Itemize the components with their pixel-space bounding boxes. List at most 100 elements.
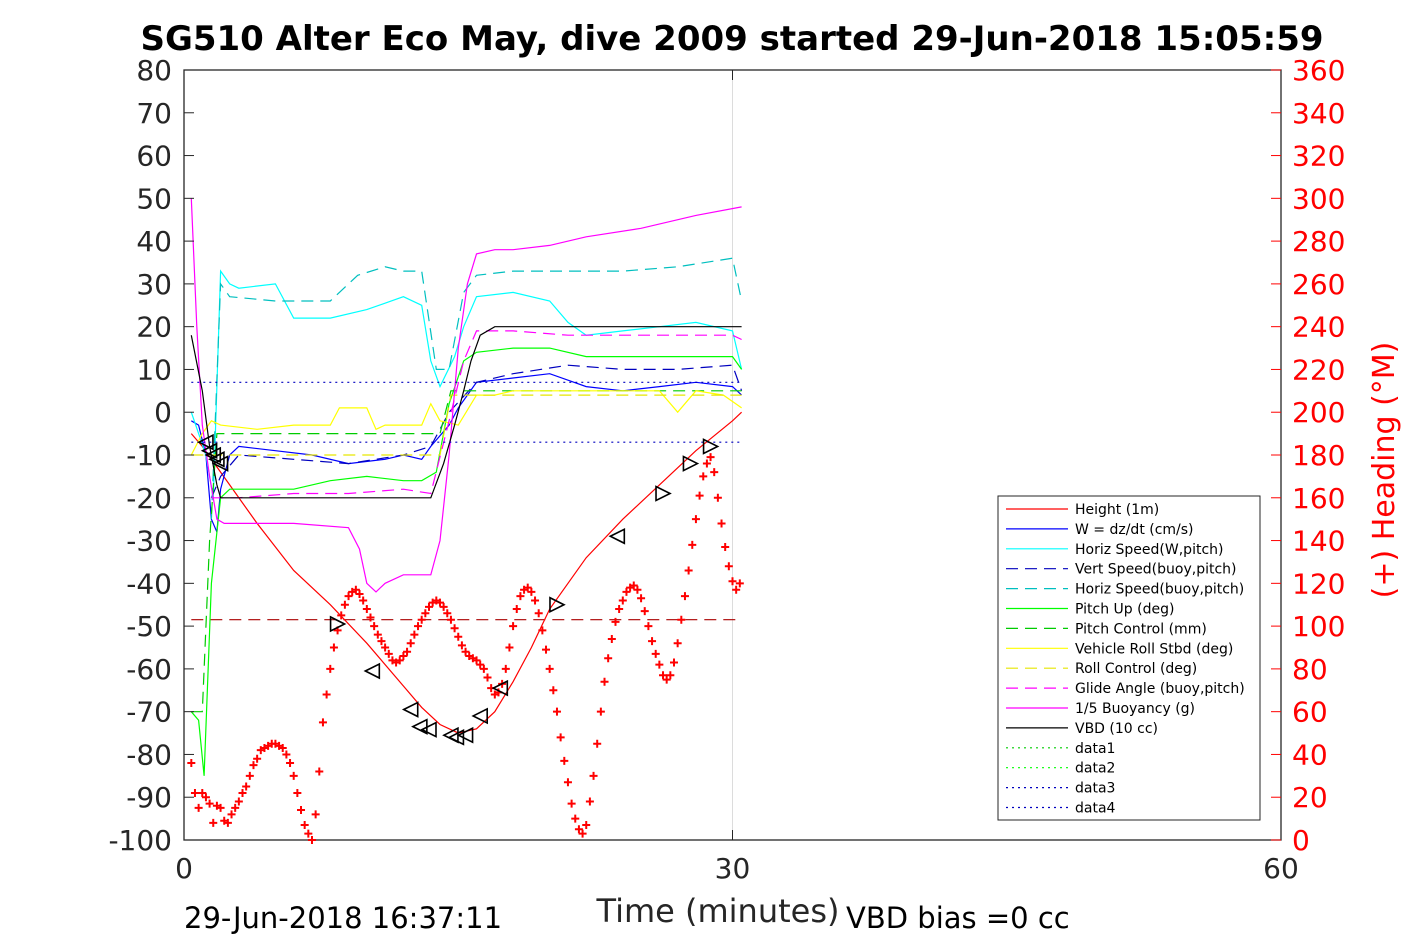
heading-point [278, 744, 287, 753]
x-tick-label: 30 [715, 852, 751, 885]
heading-point [201, 793, 210, 802]
heading-point [253, 754, 262, 763]
heading-point [563, 778, 572, 787]
y-right-tick-label: 60 [1292, 696, 1328, 729]
heading-point [618, 596, 627, 605]
heading-point [483, 673, 492, 682]
y-tick-label: 80 [136, 54, 172, 87]
heading-point [691, 515, 700, 524]
y-tick-label: -100 [108, 824, 172, 857]
series-line-pitch-control-mm [191, 390, 742, 713]
heading-point [596, 707, 605, 716]
heading-point [585, 797, 594, 806]
y-tick-label: 30 [136, 268, 172, 301]
series-layer [190, 198, 743, 776]
legend-entry-height-1m: Height (1m) [1075, 502, 1159, 518]
y-tick-label: 40 [136, 225, 172, 258]
legend-entry-w-dz-dt-cm-s: W = dz/dt (cm/s) [1075, 522, 1194, 538]
heading-point [589, 771, 598, 780]
heading-point [578, 829, 587, 838]
heading-point [633, 585, 642, 594]
y-right-tick-label: 20 [1292, 781, 1328, 814]
y-right-tick-label: 100 [1292, 610, 1345, 643]
heading-point [552, 707, 561, 716]
heading-point [414, 622, 423, 631]
heading-point [198, 788, 207, 797]
heading-point [695, 491, 704, 500]
chart-title: SG510 Alter Eco May, dive 2009 started 2… [140, 19, 1323, 59]
heading-point [651, 649, 660, 658]
heading-point [424, 602, 433, 611]
triangle-marker [211, 455, 229, 472]
heading-point [282, 750, 291, 759]
heading-point [446, 615, 455, 624]
heading-point [311, 810, 320, 819]
marker-layer [197, 433, 720, 746]
legend-entry-vert-speed-buoy-pitch: Vert Speed(buoy,pitch) [1075, 562, 1237, 578]
heading-point [435, 598, 444, 607]
heading-point [677, 615, 686, 624]
legend-entry-pitch-up-deg: Pitch Up (deg) [1075, 602, 1174, 618]
footer-vbd-bias: VBD bias =0 cc [846, 901, 1070, 935]
heading-point [300, 821, 309, 830]
heading-point [560, 756, 569, 765]
y-tick-label: -60 [126, 653, 172, 686]
heading-point [293, 788, 302, 797]
y-tick-label: 20 [136, 311, 172, 344]
heading-point [735, 579, 744, 588]
legend-entry-data2: data2 [1075, 761, 1115, 777]
heading-point [403, 647, 412, 656]
y-tick-label: 10 [136, 353, 172, 386]
heading-point [231, 803, 240, 812]
y-tick-label: -70 [126, 696, 172, 729]
heading-point [629, 581, 638, 590]
heading-point [249, 761, 258, 770]
heading-point [640, 607, 649, 616]
heading-point [545, 664, 554, 673]
heading-point [728, 577, 737, 586]
series-line-horiz-speed-buoy-pitch [210, 257, 743, 520]
y-right-tick-label: 240 [1292, 311, 1345, 344]
heading-point [710, 468, 719, 477]
y-tick-label: -10 [126, 439, 172, 472]
series-line-vehicle-roll-stbd-deg [190, 390, 742, 456]
triangle-marker [682, 455, 700, 472]
legend-entry-data3: data3 [1075, 781, 1115, 797]
heading-point [688, 540, 697, 549]
triangle-marker [363, 662, 381, 680]
heading-point [680, 592, 689, 601]
heading-point [351, 585, 360, 594]
heading-point [666, 671, 675, 680]
heading-point [622, 587, 631, 596]
heading-point [549, 686, 558, 695]
heading-point [355, 590, 364, 599]
heading-point [307, 836, 316, 844]
heading-point [461, 647, 470, 656]
y-right-tick-label: 340 [1292, 97, 1345, 130]
heading-point [542, 645, 551, 654]
heading-point [713, 493, 722, 502]
heading-point [662, 675, 671, 684]
heading-point [187, 759, 196, 767]
series-line-pitch-up-deg [190, 347, 743, 776]
legend-entry-data1: data1 [1075, 741, 1115, 757]
heading-point [637, 594, 646, 603]
heading-point [450, 624, 459, 633]
heading-point [479, 664, 488, 673]
heading-point [223, 818, 232, 827]
heading-point [706, 453, 715, 462]
legend-entry-vbd-10-cc: VBD (10 cc) [1075, 721, 1158, 737]
heading-point [443, 609, 452, 618]
heading-point [395, 656, 404, 665]
series-line-1-5-buoyancy-g [190, 198, 742, 593]
heading-point [604, 654, 613, 663]
heading-point [417, 615, 426, 624]
y-right-tick-label: 220 [1292, 353, 1345, 386]
heading-point [406, 639, 415, 648]
heading-point [304, 829, 313, 838]
triangle-marker [456, 726, 474, 744]
heading-point [523, 583, 532, 592]
y-right-tick-label: 40 [1292, 738, 1328, 771]
series-line-vbd-10-cc [190, 326, 742, 499]
heading-point [655, 660, 664, 669]
